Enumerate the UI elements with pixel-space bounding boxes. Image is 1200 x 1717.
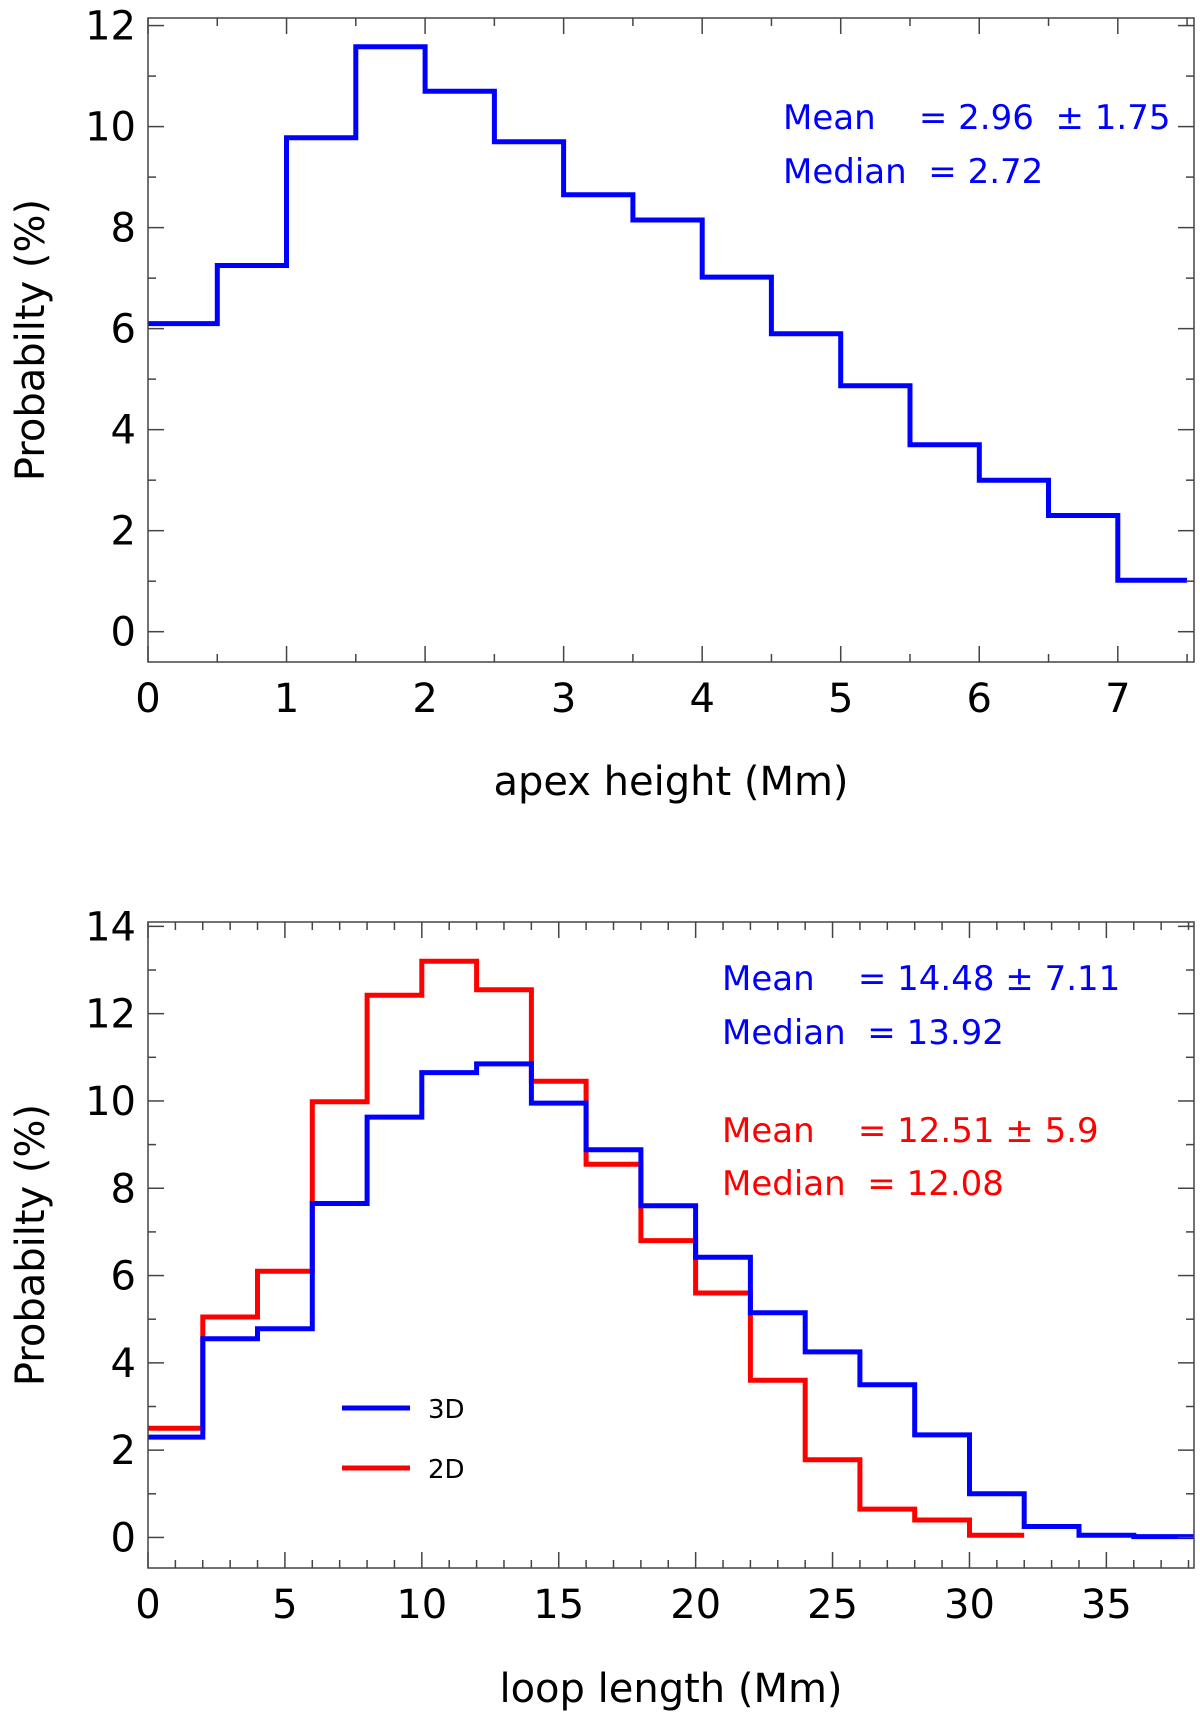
loop-length-x-tick-label: 15 bbox=[533, 1582, 584, 1628]
apex-height-y-axis-label: Probabilty (%) bbox=[8, 199, 54, 481]
loop-length-legend: 3D 2D bbox=[342, 1395, 465, 1485]
loop-length-x-tick-label: 10 bbox=[396, 1582, 447, 1628]
loop-length-y-tick-label: 10 bbox=[85, 1079, 136, 1125]
apex-height-x-tick-label: 2 bbox=[412, 676, 437, 722]
loop-length-x-tick-label: 30 bbox=[944, 1582, 995, 1628]
loop-length-x-tick-label: 20 bbox=[670, 1582, 721, 1628]
loop-length-y-tick-label: 14 bbox=[85, 904, 136, 950]
apex-height-x-tick-label: 5 bbox=[828, 676, 853, 722]
legend-label-2d: 2D bbox=[428, 1455, 465, 1485]
apex-height-x-tick-label: 6 bbox=[967, 676, 992, 722]
loop-length-x-tick-label: 5 bbox=[272, 1582, 297, 1628]
loop-length-series-3d bbox=[148, 1061, 1194, 1540]
loop-length-y-tick-label: 8 bbox=[111, 1166, 136, 1212]
loop-length-x-tick-label: 25 bbox=[807, 1582, 858, 1628]
apex-height-x-tick-label: 7 bbox=[1105, 676, 1130, 722]
apex-height-y-tick-label: 4 bbox=[111, 408, 136, 454]
apex-height-axes-frame bbox=[147, 17, 1195, 663]
loop-length-ticks bbox=[147, 922, 1194, 1568]
apex-height-x-tick-label: 3 bbox=[551, 676, 576, 722]
apex-height-mean-annotation: Mean = 2.96 ± 1.75 bbox=[783, 98, 1170, 138]
apex-height-ticks bbox=[147, 18, 1194, 662]
apex-height-x-axis-label: apex height (Mm) bbox=[493, 759, 848, 805]
loop-length-y-tick-label: 6 bbox=[111, 1254, 136, 1300]
loop-length-y-tick-label: 0 bbox=[111, 1515, 136, 1561]
loop-length-3d-median-annotation: Median = 13.92 bbox=[722, 1013, 1004, 1053]
apex-height-y-tick-label: 6 bbox=[111, 307, 136, 353]
loop-length-x-tick-label: 35 bbox=[1081, 1582, 1132, 1628]
apex-height-x-tick-label: 1 bbox=[274, 676, 299, 722]
apex-height-series-apex-height bbox=[148, 44, 1188, 583]
loop-length-x-axis-label: loop length (Mm) bbox=[499, 1666, 842, 1712]
apex-height-median-annotation: Median = 2.72 bbox=[783, 152, 1043, 192]
legend-label-3d: 3D bbox=[428, 1395, 465, 1425]
apex-height-plot-area bbox=[148, 44, 1188, 583]
apex-height-y-tick-label: 2 bbox=[111, 509, 136, 555]
loop-length-y-axis-label: Probabilty (%) bbox=[8, 1104, 54, 1386]
apex-height-y-tick-label: 10 bbox=[85, 105, 136, 151]
loop-length-2d-median-annotation: Median = 12.08 bbox=[722, 1164, 1004, 1204]
loop-length-3d-mean-annotation: Mean = 14.48 ± 7.11 bbox=[722, 959, 1120, 999]
loop-length-axes-frame bbox=[147, 921, 1195, 1569]
loop-length-y-tick-label: 4 bbox=[111, 1341, 136, 1387]
apex-height-y-tick-label: 8 bbox=[111, 206, 136, 252]
apex-height-y-tick-label: 0 bbox=[111, 610, 136, 656]
loop-length-y-tick-label: 2 bbox=[111, 1428, 136, 1474]
loop-length-tick-labels: 0 5 10 15 20 25 30 35 0 2 4 6 8 10 12 14 bbox=[85, 904, 1132, 1628]
loop-length-2d-mean-annotation: Mean = 12.51 ± 5.9 bbox=[722, 1111, 1099, 1151]
loop-length-chart: 0 5 10 15 20 25 30 35 0 2 4 6 8 10 12 14 loop length (M… bbox=[8, 904, 1195, 1712]
apex-height-x-tick-label: 4 bbox=[689, 676, 714, 722]
loop-length-plot-area bbox=[148, 958, 1194, 1540]
apex-height-x-tick-label: 0 bbox=[135, 676, 160, 722]
loop-length-y-tick-label: 12 bbox=[85, 992, 136, 1038]
apex-height-y-tick-label: 12 bbox=[85, 4, 136, 50]
loop-length-x-tick-label: 0 bbox=[135, 1582, 160, 1628]
